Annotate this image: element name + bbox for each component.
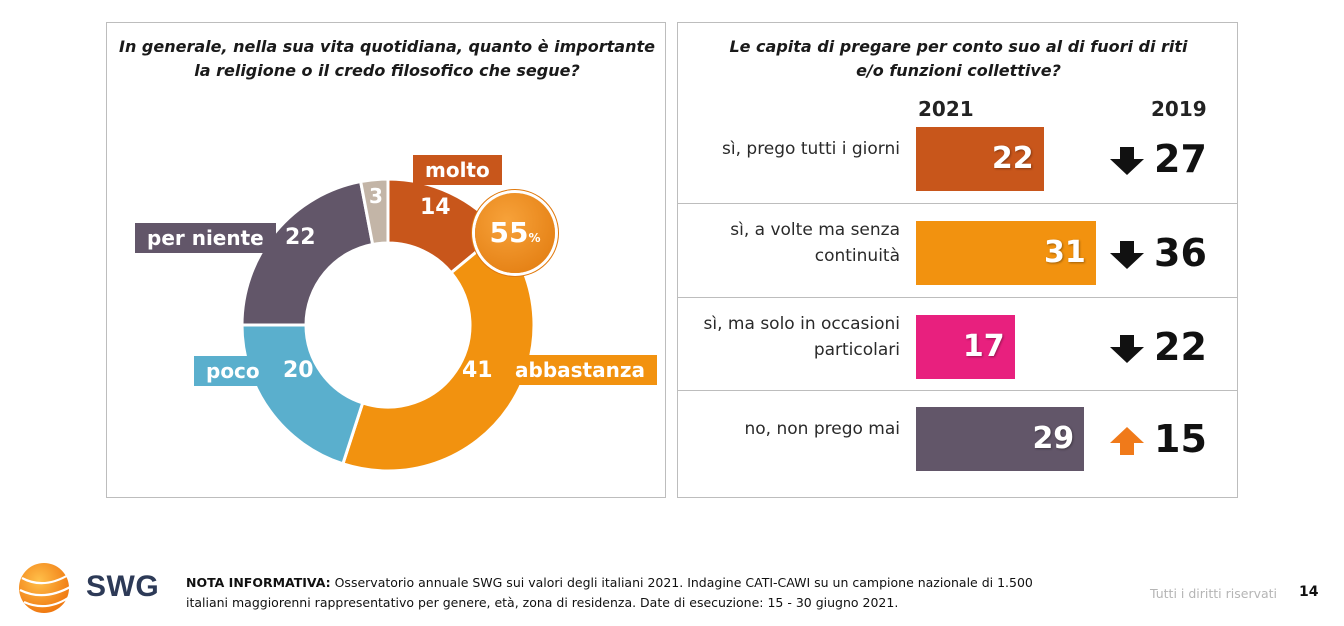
- row-label: sì, ma solo in occasioni particolari: [703, 314, 900, 360]
- slice-label-per-niente: per niente: [135, 223, 276, 253]
- rights-text: Tutti i diritti riservati: [1150, 586, 1278, 601]
- slice-value-other: 3: [369, 184, 383, 208]
- arrow-down-icon: [1110, 335, 1144, 363]
- value-2019: 36: [1154, 231, 1207, 275]
- right-chart-panel: Le capita di pregare per conto suo al di…: [677, 22, 1238, 498]
- bar-2021: 29: [916, 407, 1085, 471]
- slice-value-per-niente: 22: [285, 225, 316, 250]
- donut-chart: [240, 177, 536, 473]
- donut-slice-abbastanza: [340, 229, 536, 473]
- page-number: 14: [1299, 584, 1319, 600]
- donut-slice-other: [358, 177, 390, 247]
- slice-value-abbastanza: 41: [462, 358, 493, 383]
- slice-label-abbastanza: abbastanza: [503, 355, 657, 385]
- row-divider: [678, 297, 1237, 298]
- row-label: no, non prego mai: [744, 419, 901, 439]
- row-label: sì, a volte ma senza continuità: [730, 220, 900, 266]
- right-chart-title: Le capita di pregare per conto suo al di…: [729, 37, 1188, 80]
- callout-value: 55: [489, 216, 529, 249]
- left-chart-title: In generale, nella sua vita quotidiana, …: [119, 37, 655, 80]
- swg-logo-text: SWG: [86, 570, 160, 603]
- slice-label-molto: molto: [413, 155, 502, 185]
- arrow-down-icon: [1110, 241, 1144, 269]
- arrow-down-icon: [1110, 147, 1144, 175]
- footer-note-label: NOTA INFORMATIVA:: [186, 575, 331, 590]
- callout-unit: %: [528, 231, 541, 245]
- bar-2021: 17: [916, 315, 1015, 379]
- value-2019: 27: [1154, 137, 1207, 181]
- year-2019-header: 2019: [1151, 97, 1207, 121]
- row-label: sì, prego tutti i giorni: [722, 139, 900, 159]
- footer-note: NOTA INFORMATIVA: Osservatorio annuale S…: [186, 573, 1046, 613]
- total-important-callout: 55%: [475, 193, 555, 273]
- bar-2021: 22: [916, 127, 1044, 191]
- row-divider: [678, 390, 1237, 391]
- value-2019: 15: [1154, 417, 1207, 461]
- footer-note-text: Osservatorio annuale SWG sui valori degl…: [186, 575, 1033, 610]
- bar-2021: 31: [916, 221, 1096, 285]
- slice-label-poco: poco: [194, 356, 272, 386]
- arrow-up-icon: [1110, 427, 1144, 455]
- slice-value-poco: 20: [283, 358, 314, 383]
- value-2019: 22: [1154, 325, 1207, 369]
- year-2021-header: 2021: [918, 97, 974, 121]
- slice-value-molto: 14: [420, 195, 451, 220]
- left-chart-panel: In generale, nella sua vita quotidiana, …: [106, 22, 666, 498]
- donut-slice-poco: [240, 323, 365, 466]
- swg-globe-icon: [19, 563, 73, 613]
- row-divider: [678, 203, 1237, 204]
- donut-slice-per-niente: [240, 179, 375, 327]
